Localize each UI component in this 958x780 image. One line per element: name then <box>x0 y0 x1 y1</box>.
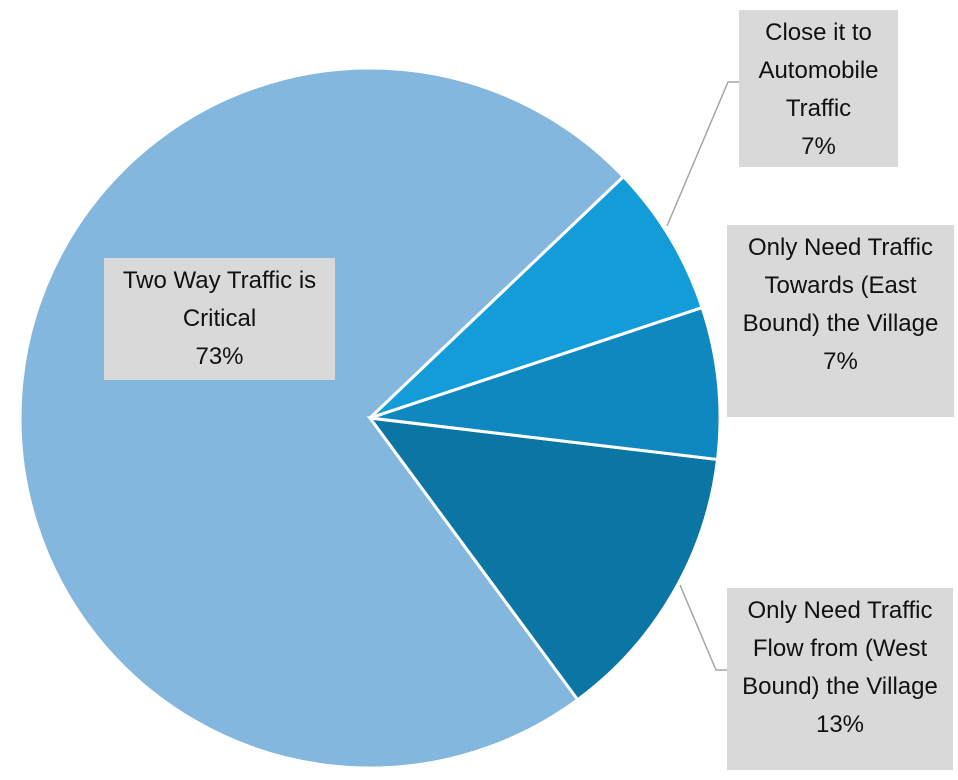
value-label: 7% <box>823 348 858 375</box>
category-label: Two Way Traffic is Critical <box>122 267 317 332</box>
category-label: Only Need Traffic Towards (East Bound) t… <box>742 234 939 337</box>
pie-slice <box>366 416 720 702</box>
value-label: 7% <box>801 133 836 160</box>
data-label: Close it to Automobile Traffic 7% <box>739 10 898 167</box>
pie-slice <box>18 66 626 770</box>
leader-line <box>679 584 727 671</box>
data-label: Only Need Traffic Towards (East Bound) t… <box>727 225 954 417</box>
category-label: Only Need Traffic Flow from (West Bound)… <box>742 597 938 700</box>
value-label: 73% <box>195 343 244 370</box>
category-label: Close it to Automobile Traffic <box>758 19 879 122</box>
pie-slice <box>369 305 722 462</box>
data-label: Two Way Traffic is Critical 73% <box>104 258 335 380</box>
value-label: 13% <box>815 711 865 738</box>
leader-line <box>666 81 739 227</box>
data-label: Only Need Traffic Flow from (West Bound)… <box>727 588 953 770</box>
pie-slice <box>368 174 705 420</box>
